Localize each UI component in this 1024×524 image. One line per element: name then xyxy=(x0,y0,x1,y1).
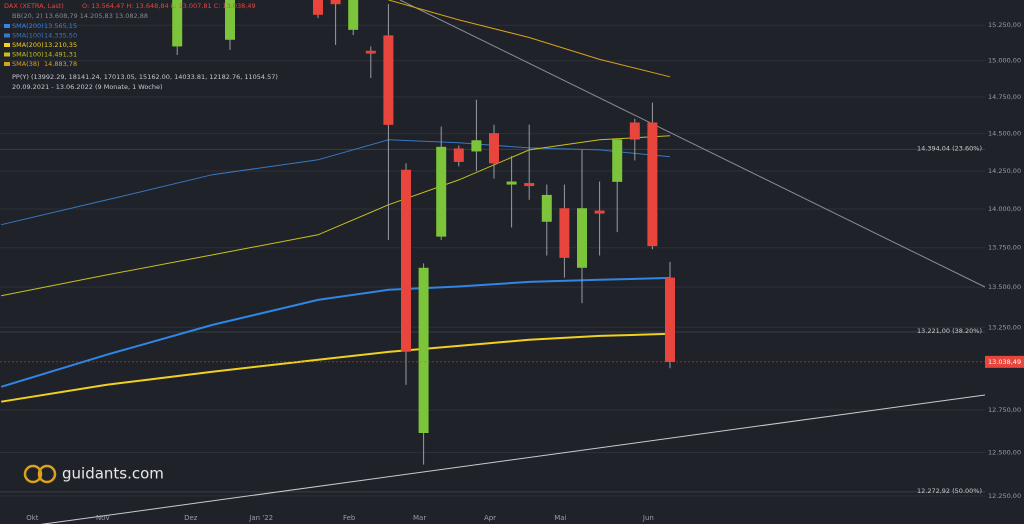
candle-body xyxy=(559,208,570,258)
candle-body xyxy=(383,35,394,125)
x-tick-label: Mai xyxy=(554,514,566,522)
y-tick-label: 12.500,00 xyxy=(988,449,1021,457)
legend-swatch xyxy=(4,24,10,28)
legend-name: SMA(100) xyxy=(12,51,44,59)
candle-body xyxy=(172,0,183,47)
candle-body xyxy=(418,267,429,434)
candle-body xyxy=(594,210,605,214)
legend-name: SMA(100) xyxy=(12,32,44,40)
candle-body xyxy=(313,0,323,15)
candle-body xyxy=(453,148,464,162)
x-tick-label: Mar xyxy=(413,514,426,522)
last-price-label: 13.038,49 xyxy=(988,358,1021,366)
x-tick-label: Jan '22 xyxy=(248,514,273,522)
legend-swatch xyxy=(4,62,10,66)
x-tick-label: Okt xyxy=(26,514,39,522)
instrument: DAX (XETRA, Last) xyxy=(4,2,64,10)
y-tick-label: 14.500,00 xyxy=(988,130,1021,138)
ma-line xyxy=(1,332,671,403)
x-tick-label: Feb xyxy=(343,514,356,522)
candle-body xyxy=(348,0,359,30)
y-tick-label: 13.250,00 xyxy=(988,323,1021,331)
legend-name: SMA(200) xyxy=(12,41,44,49)
candle-body xyxy=(471,140,482,152)
candle-body xyxy=(577,208,587,268)
header: DAX (XETRA, Last) O: 13.564,47 H: 13.648… xyxy=(4,2,278,91)
legend-swatch xyxy=(4,43,10,47)
candle-body xyxy=(401,169,411,352)
logo-text: guidants.com xyxy=(62,465,164,483)
legend-name: SMA(200) xyxy=(12,22,44,30)
fib-label: 13.221,00 (38.20%) xyxy=(917,327,982,335)
logo: guidants.com xyxy=(23,465,164,484)
candle-body xyxy=(365,50,376,54)
y-tick-label: 12.750,00 xyxy=(988,406,1021,414)
date-range: 20.09.2021 - 13.06.2022 (9 Monate, 1 Woc… xyxy=(12,83,163,91)
trend-line xyxy=(399,0,986,288)
last-price-tag xyxy=(985,355,1024,368)
y-tick-label: 13.500,00 xyxy=(988,283,1021,291)
y-tick-label: 15.250,00 xyxy=(988,21,1021,29)
y-tick-label: 15.000,00 xyxy=(988,57,1021,65)
ma-line xyxy=(388,0,671,78)
bb: BB(20, 2) 13.608,79 14.205,83 13.082,88 xyxy=(12,12,148,20)
candle-body xyxy=(612,139,623,182)
legend-value: 14.335,50 xyxy=(44,32,77,40)
y-tick-label: 14.000,00 xyxy=(988,205,1021,213)
pivots: PP(Y) (13992.29, 18141.24, 17013.05, 151… xyxy=(12,73,278,81)
candle-body xyxy=(665,277,675,362)
y-tick-label: 14.750,00 xyxy=(988,93,1021,101)
trend-line xyxy=(40,394,986,524)
y-tick-label: 14.250,00 xyxy=(988,167,1021,175)
candle-body xyxy=(436,146,447,237)
x-tick-label: Apr xyxy=(484,514,496,522)
legend-name: SMA(38) xyxy=(12,60,40,68)
candle-body xyxy=(524,183,535,187)
x-tick-label: Jun xyxy=(642,514,654,522)
fib-label: 14.394,04 (23.60%) xyxy=(917,144,982,152)
y-tick-label: 13.750,00 xyxy=(988,244,1021,252)
candle-body xyxy=(541,194,552,222)
fib-label: 12.272,92 (50.00%) xyxy=(917,487,982,495)
y-tick-label: 12.250,00 xyxy=(988,492,1021,500)
ma-line xyxy=(0,276,671,388)
candle-body xyxy=(647,122,658,247)
legend-value: 13.210,35 xyxy=(44,41,77,49)
legend-value: 14.883,78 xyxy=(44,60,77,68)
legend-swatch xyxy=(4,33,10,38)
x-tick-label: Nov xyxy=(96,514,110,522)
ohlc: O: 13.564,47 H: 13.648,84 L: 13.007,81 C… xyxy=(82,2,256,10)
candle-body xyxy=(330,0,341,5)
legend-swatch xyxy=(4,52,10,57)
candle-body xyxy=(225,0,235,40)
candle-body xyxy=(506,181,517,185)
legend-value: 13.565,15 xyxy=(44,22,77,30)
candle-body xyxy=(629,122,640,140)
legend-value: 14.491,31 xyxy=(44,51,77,59)
candle-body xyxy=(489,133,499,164)
x-tick-label: Dez xyxy=(184,514,198,522)
